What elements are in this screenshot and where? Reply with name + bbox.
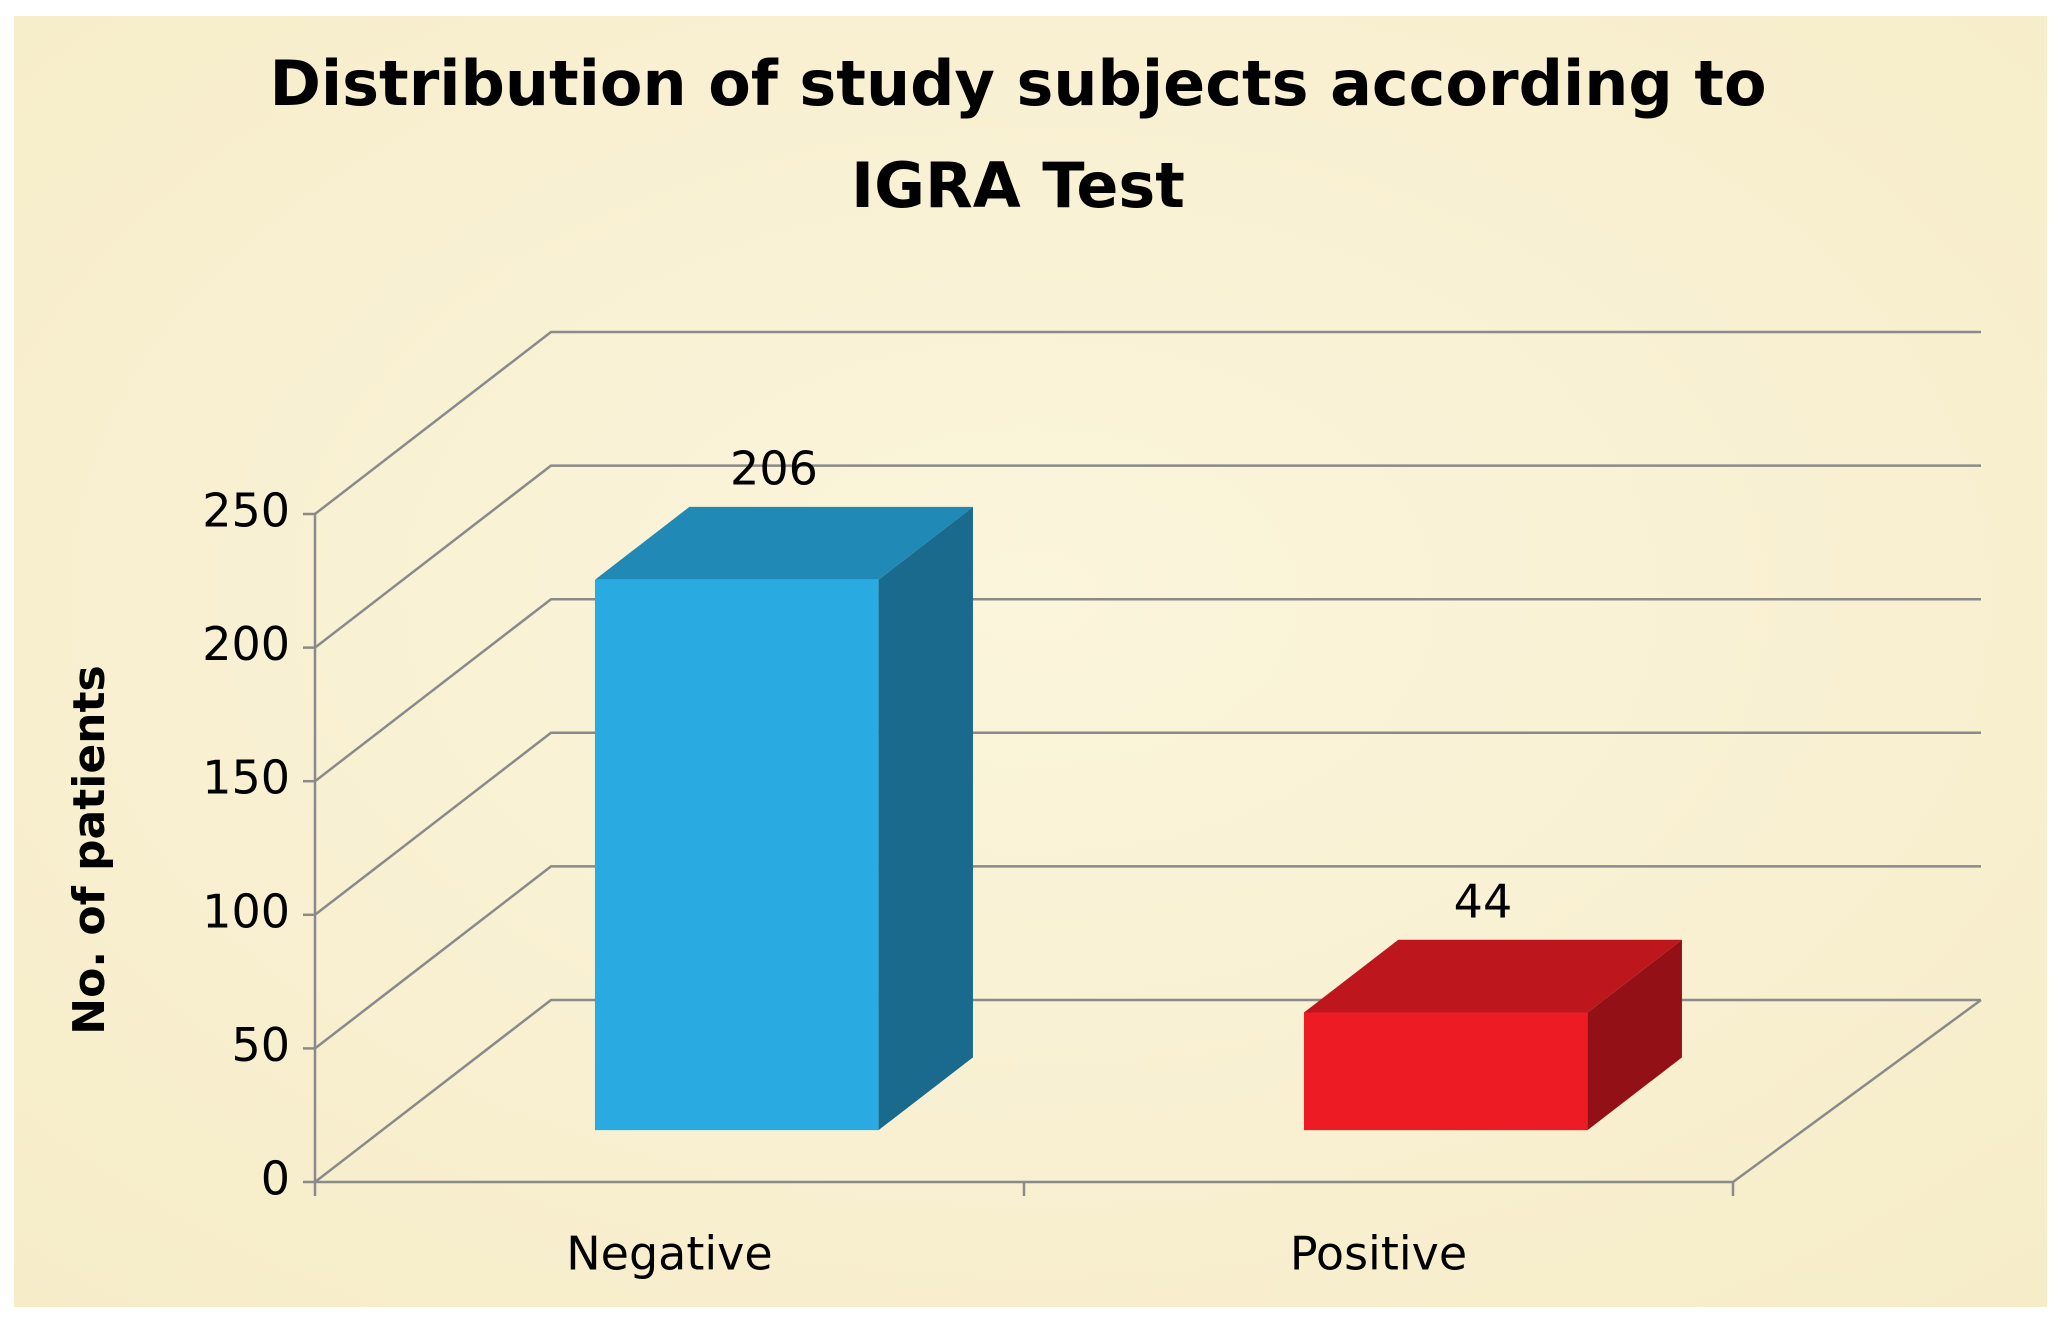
grid-line [314,330,1981,515]
bar [1303,939,1682,1131]
chart-background [14,16,2047,1307]
y-tick-label: 0 [261,1152,290,1206]
chart-title: IGRA Test [851,149,1185,222]
y-tick-label: 100 [202,884,290,938]
grid-line [314,464,1981,649]
bar [594,506,973,1131]
bar-front [594,579,879,1131]
bar-front [1303,1012,1588,1131]
y-tick-label: 250 [202,484,290,538]
bar-side [878,506,973,1131]
bar-top [594,506,973,580]
chart-title: Distribution of study subjects according… [269,47,1766,120]
y-axis-label: No. of patients [64,665,115,1034]
grid-line [314,731,1981,916]
bar-top [1303,939,1682,1013]
value-label: 206 [730,441,818,495]
grid-line [314,865,1981,1050]
x-tick-label: Negative [566,1227,772,1281]
value-label: 44 [1454,874,1513,928]
y-tick-label: 50 [231,1018,290,1072]
bar-side [1587,939,1682,1131]
y-tick-label: 200 [202,617,290,671]
x-tick-label: Positive [1290,1227,1467,1281]
grid-line [314,597,1981,783]
y-tick-label: 150 [202,751,290,805]
